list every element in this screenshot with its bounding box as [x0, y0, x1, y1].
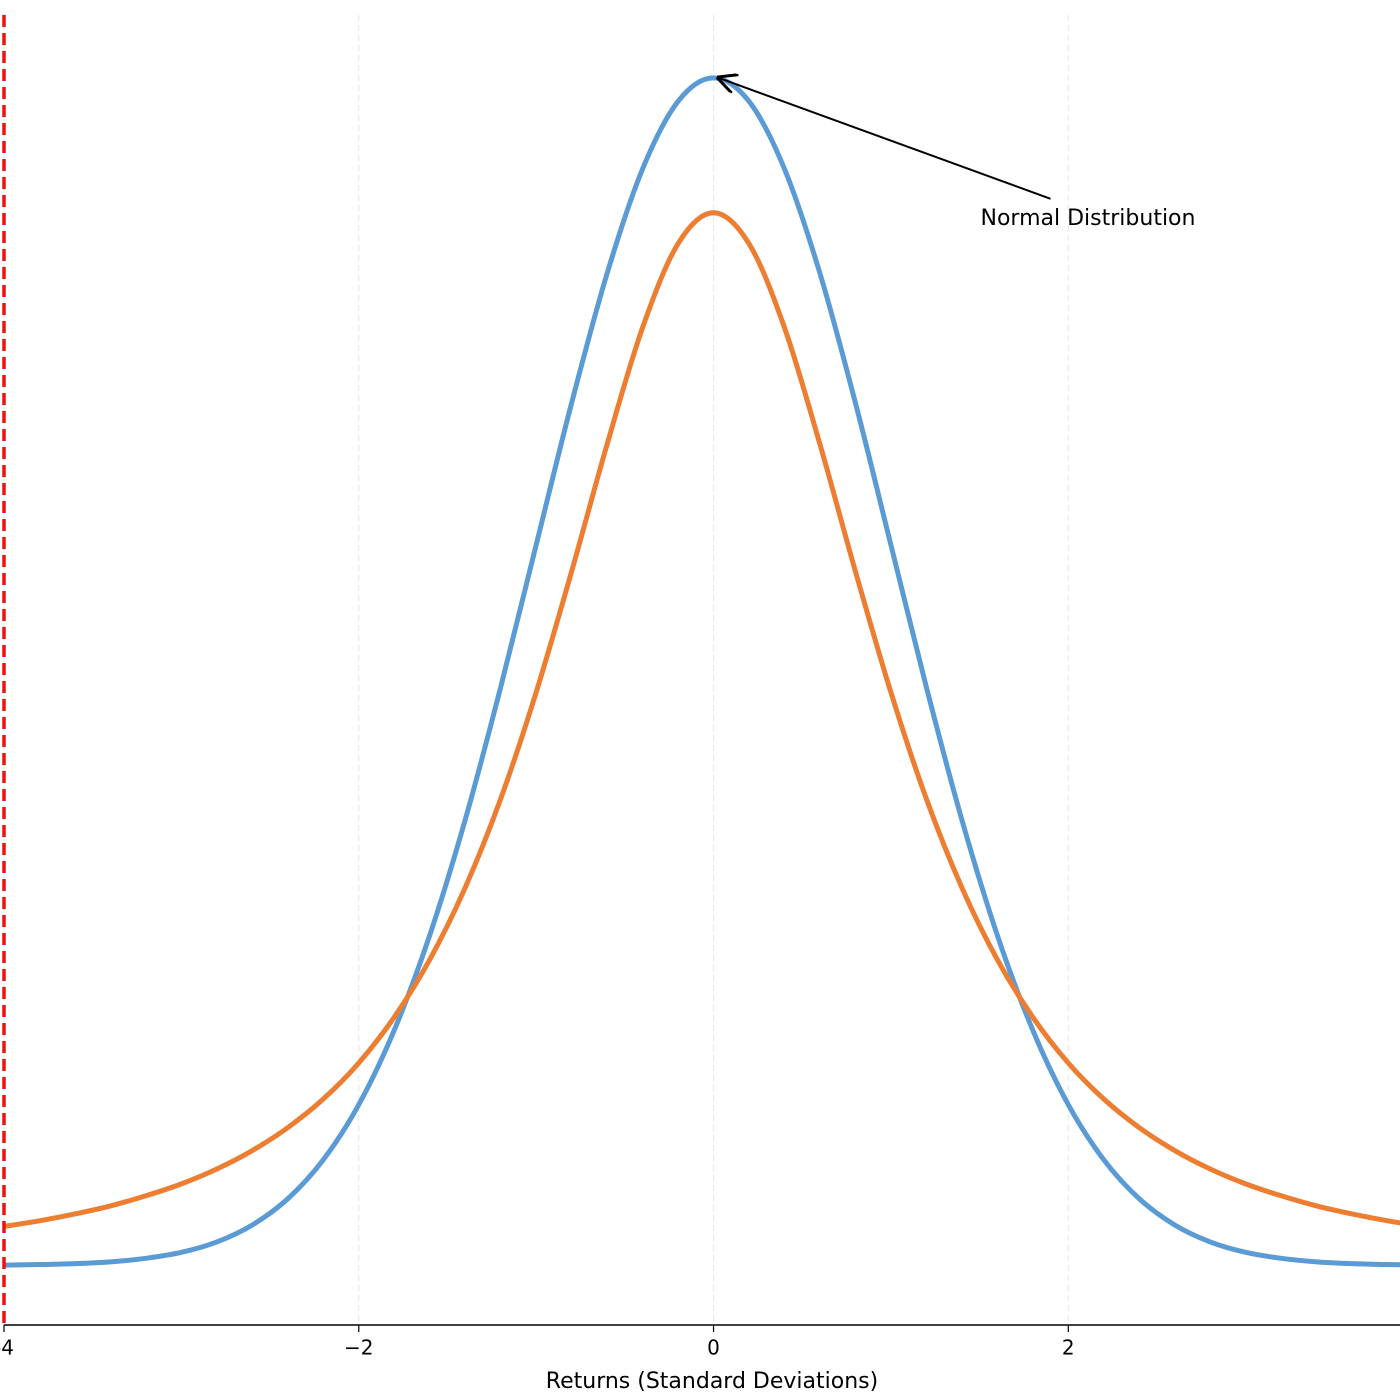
- x-tick-label: −2: [344, 1336, 373, 1360]
- x-axis-label: Returns (Standard Deviations): [546, 1369, 878, 1394]
- x-tick-label: 0: [707, 1336, 720, 1360]
- x-tick-label: 2: [1062, 1336, 1075, 1360]
- annotation-arrow: [719, 78, 1051, 200]
- line-series: [3, 75, 1400, 1268]
- plot-area: [3, 75, 1400, 1268]
- x-tick-label: -4: [0, 1336, 14, 1360]
- annotation-text: Normal Distribution: [981, 206, 1196, 231]
- line-series: [3, 210, 1400, 1229]
